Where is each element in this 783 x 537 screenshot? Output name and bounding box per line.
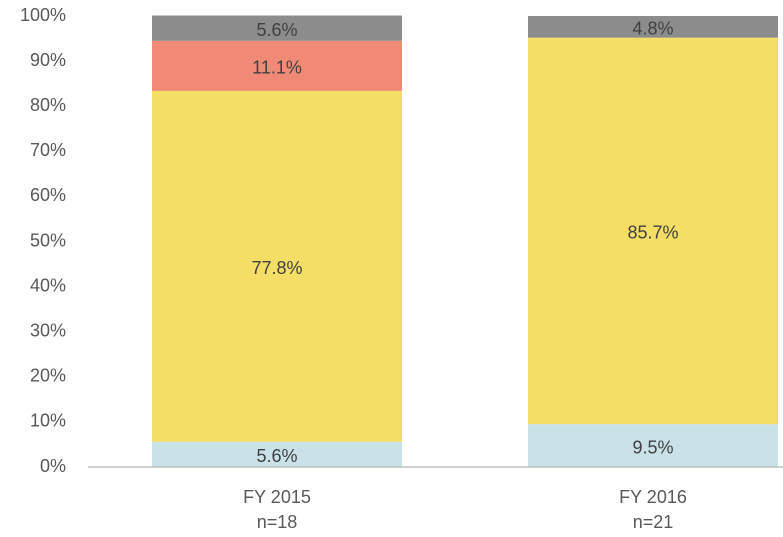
y-tick-label: 30% <box>30 320 66 340</box>
bar-segment <box>152 90 402 442</box>
value-label: 5.6% <box>256 446 297 466</box>
bar-segment <box>528 16 778 38</box>
bar-segment <box>528 37 778 425</box>
x-tick-label: FY 2016 <box>619 487 687 507</box>
value-label: 77.8% <box>251 258 302 278</box>
y-tick-label: 70% <box>30 140 66 160</box>
y-tick-label: 40% <box>30 275 66 295</box>
value-label: 11.1% <box>252 58 302 78</box>
bar-segment <box>152 15 402 41</box>
x-tick-label: FY 2015 <box>243 487 311 507</box>
bar-segment <box>152 441 402 467</box>
value-label: 85.7% <box>627 223 678 243</box>
bar-segment <box>152 40 402 91</box>
value-label: 4.8% <box>632 19 673 39</box>
sample-size: n=21 <box>633 512 674 532</box>
y-tick-label: 50% <box>30 230 66 250</box>
y-tick-label: 60% <box>30 185 66 205</box>
y-tick-label: 90% <box>30 50 66 70</box>
bar-segment <box>528 424 778 467</box>
value-label: 9.5% <box>632 437 673 457</box>
sample-size: n=18 <box>257 512 298 532</box>
y-tick-label: 80% <box>30 95 66 115</box>
value-label: 5.6% <box>256 20 297 40</box>
y-tick-label: 10% <box>30 411 66 431</box>
y-tick-label: 100% <box>20 5 66 25</box>
y-tick-label: 20% <box>30 366 66 386</box>
y-tick-label: 0% <box>40 456 66 476</box>
